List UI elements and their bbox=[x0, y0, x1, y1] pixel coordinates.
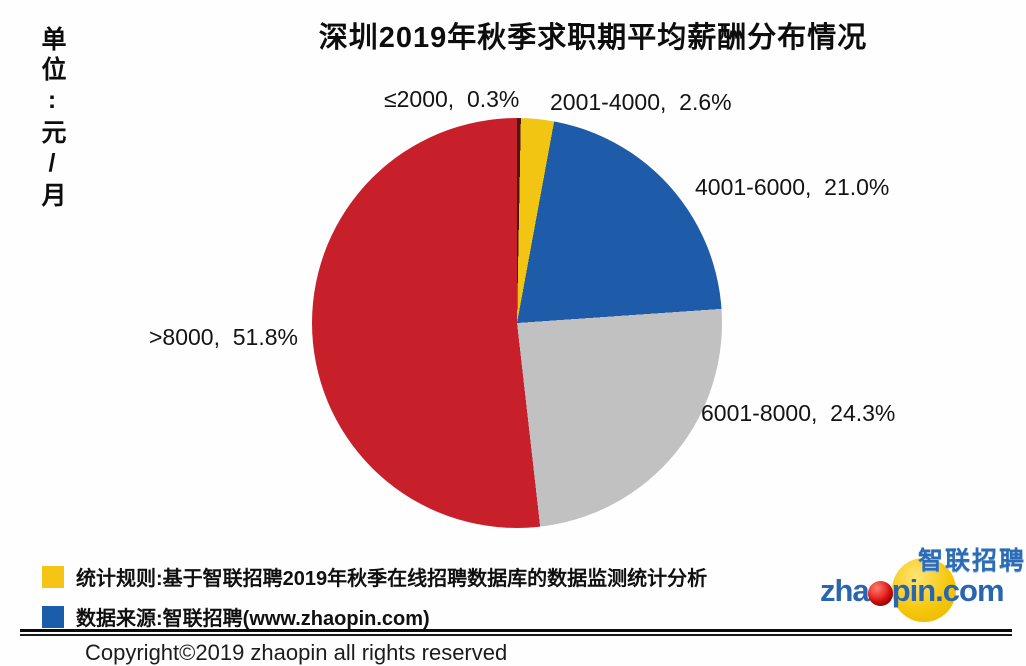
logo-wordmark: zha pin.com bbox=[820, 573, 1005, 609]
legend-text-rules: 统计规则:基于智联招聘2019年秋季在线招聘数据库的数据监测统计分析 bbox=[76, 568, 708, 590]
footer-divider-thick bbox=[20, 629, 1012, 632]
legend-row-rules: 统计规则:基于智联招聘2019年秋季在线招聘数据库的数据监测统计分析 bbox=[42, 562, 707, 591]
legend-swatch-yellow bbox=[42, 565, 64, 588]
slice-label-le2000: ≤2000, 0.3% bbox=[384, 86, 520, 112]
legend-text-source: 数据来源:智联招聘(www.zhaopin.com) bbox=[76, 608, 430, 630]
unit-label: 单位:元/月 bbox=[38, 26, 66, 212]
slice-label-gt8000: >8000, 51.8% bbox=[149, 324, 298, 350]
slice-label-2001-4000: 2001-4000, 2.6% bbox=[550, 89, 732, 115]
logo-wordmark-pre: zha bbox=[820, 573, 870, 608]
chart-title: 深圳2019年秋季求职期平均薪酬分布情况 bbox=[318, 22, 868, 54]
legend: 统计规则:基于智联招聘2019年秋季在线招聘数据库的数据监测统计分析 数据来源:… bbox=[42, 562, 707, 642]
logo-yellow-circle-icon bbox=[892, 558, 956, 622]
slice-label-6001-8000: 6001-8000, 24.3% bbox=[701, 400, 896, 426]
logo-wordmark-post: pin.com bbox=[891, 573, 1005, 608]
pie-chart bbox=[312, 118, 722, 528]
logo-chinese-wordmark: 智联招聘 bbox=[917, 547, 1026, 575]
legend-row-source: 数据来源:智联招聘(www.zhaopin.com) bbox=[42, 602, 707, 631]
zhaopin-logo: 智联招聘 zha pin.com bbox=[818, 541, 1026, 640]
logo-red-ball-icon bbox=[867, 581, 893, 606]
legend-swatch-blue bbox=[42, 605, 64, 628]
slice-label-4001-6000: 4001-6000, 21.0% bbox=[695, 174, 890, 200]
copyright-text: Copyright©2019 zhaopin all rights reserv… bbox=[85, 640, 508, 665]
footer-divider-thin bbox=[20, 634, 1012, 636]
